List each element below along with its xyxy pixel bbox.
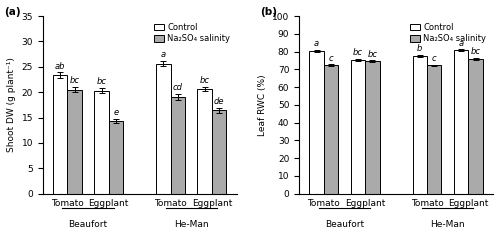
- Text: Beaufort: Beaufort: [68, 220, 108, 229]
- Bar: [198, 89, 212, 194]
- Text: b: b: [417, 44, 422, 53]
- Y-axis label: Leaf RWC (%): Leaf RWC (%): [258, 74, 266, 136]
- Text: a: a: [314, 39, 319, 48]
- Bar: [350, 60, 365, 194]
- Text: He-Man: He-Man: [430, 220, 465, 229]
- Text: a: a: [458, 38, 464, 47]
- Bar: [212, 110, 226, 194]
- Legend: Control, Na₂SO₄ salinity: Control, Na₂SO₄ salinity: [408, 20, 489, 46]
- Bar: [109, 121, 123, 194]
- Text: bc: bc: [470, 47, 480, 56]
- Bar: [310, 51, 324, 194]
- Y-axis label: Shoot DW (g plant⁻¹): Shoot DW (g plant⁻¹): [7, 57, 16, 152]
- Text: bc: bc: [70, 76, 80, 85]
- Text: bc: bc: [96, 77, 106, 86]
- Bar: [365, 61, 380, 194]
- Text: de: de: [214, 97, 224, 106]
- Bar: [412, 56, 427, 194]
- Bar: [454, 50, 468, 194]
- Bar: [53, 75, 68, 194]
- Text: bc: bc: [368, 50, 378, 59]
- Text: cd: cd: [173, 83, 183, 92]
- Text: bc: bc: [353, 48, 363, 57]
- Legend: Control, Na₂SO₄ salinity: Control, Na₂SO₄ salinity: [151, 20, 232, 46]
- Text: c: c: [328, 54, 334, 63]
- Text: c: c: [432, 54, 436, 63]
- Text: a: a: [161, 50, 166, 59]
- Bar: [68, 90, 82, 194]
- Text: (b): (b): [260, 7, 278, 17]
- Text: e: e: [114, 108, 118, 117]
- Text: (a): (a): [4, 7, 20, 17]
- Bar: [324, 65, 338, 194]
- Bar: [468, 59, 482, 194]
- Bar: [427, 65, 442, 194]
- Bar: [170, 97, 185, 194]
- Bar: [156, 64, 170, 194]
- Text: bc: bc: [200, 76, 209, 85]
- Bar: [94, 91, 109, 194]
- Text: He-Man: He-Man: [174, 220, 208, 229]
- Text: Beaufort: Beaufort: [325, 220, 364, 229]
- Text: ab: ab: [55, 62, 66, 71]
